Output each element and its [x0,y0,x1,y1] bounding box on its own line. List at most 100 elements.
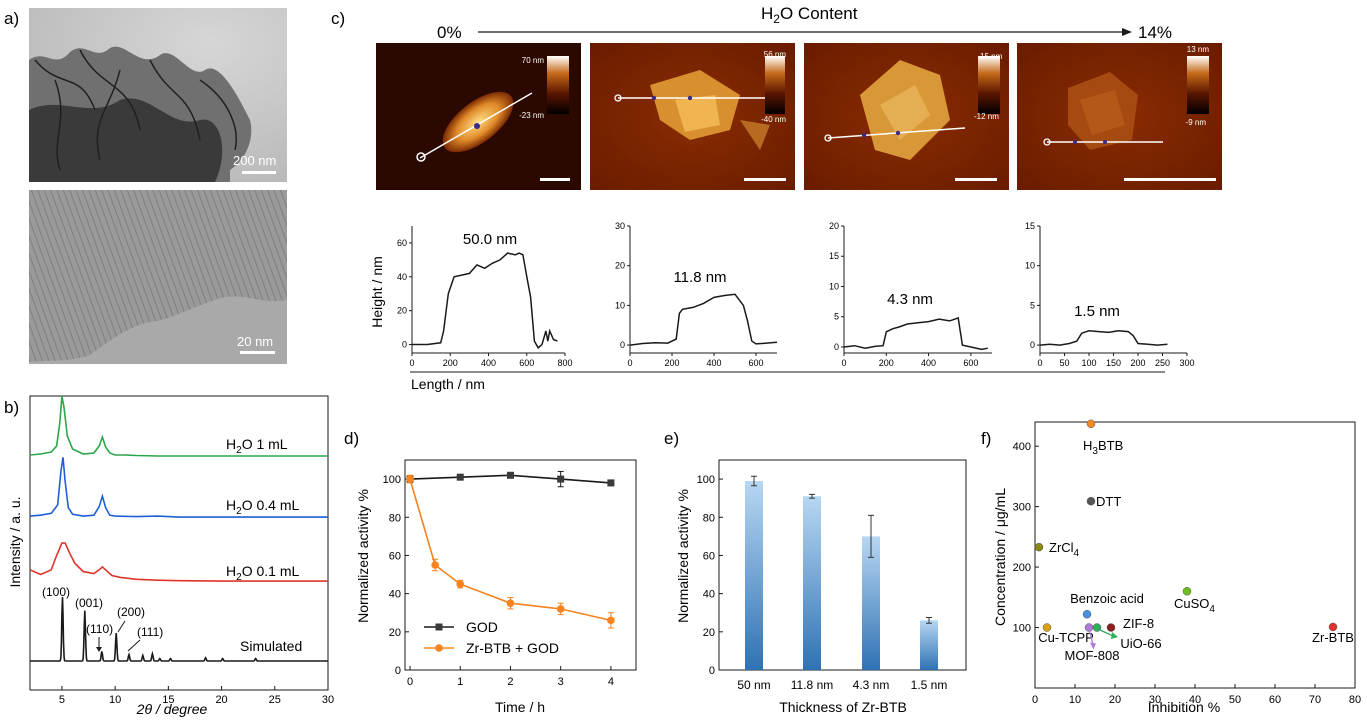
inhibition-point [1034,542,1044,552]
activity-point [456,473,464,481]
thickness-y-tick-label: 20 [703,627,715,639]
thickness-ylabel: Normalized activity % [675,489,691,623]
profile-x-tick-label: 200 [664,358,679,368]
mof808-arrowhead [1090,642,1096,650]
xrd-x-tick-label: 15 [162,694,174,706]
xrd-chart: 5 10 15 20 25 30 H2O 1 mL H2O 0.4 mL H2O 0.1 mL S… [29,395,334,706]
inhibition-x-tick-label: 40 [1189,694,1201,706]
activity-x-tick-label: 3 [558,676,564,688]
thickness-y-tick-label: 60 [703,550,715,562]
inhibition-x-tick-label: 60 [1269,694,1281,706]
inhibition-x-tick-label: 80 [1349,694,1361,706]
profile-y-tick-label: 60 [397,238,407,248]
profile-line [412,252,558,350]
profile-y-tick-label: 20 [615,261,625,271]
inhibition-point [1086,496,1096,506]
profile-y-tick-label: 10 [829,281,839,291]
profile-y-tick-label: 15 [1025,221,1035,231]
activity-point [506,471,514,479]
profile-x-tick-label: 0 [841,358,846,368]
xrd-peak-label: (111) [137,625,163,639]
inhibition-y-tick-label: 400 [1013,441,1031,453]
content-title: H2O Content [761,4,858,26]
inhibition-point [1042,623,1052,632]
tem-image-bottom: 20 nm [29,190,287,364]
activity-y-tick-label: 40 [389,589,401,601]
profile-y-tick-label: 0 [402,340,407,350]
profile-line [629,293,778,346]
xrd-series-label: Simulated [240,638,302,654]
afm-image-1: 70 nm -23 nm [376,43,581,190]
profile-x-tick-label: 250 [1155,358,1170,368]
thickness-bar [745,481,763,670]
activity-x-tick-label: 2 [507,676,513,688]
activity-point [607,616,615,625]
inhibition-point-label: DTT [1096,494,1121,509]
xrd-trace-1 [29,457,328,518]
inhibition-point-label: Zr-BTB [1312,630,1354,645]
afm-image-3: 15 nm -12 nm [804,43,1009,190]
thickness-category-label: 1.5 nm [911,678,948,692]
profile-x-tick-label: 100 [1081,358,1096,368]
inhibition-point-label: CuSO4 [1174,596,1215,615]
xrd-trace-3 [30,596,328,662]
scale-bar-bottom [240,351,275,354]
profile-y-tick-label: 40 [397,272,407,282]
afm-3-min: -12 nm [974,112,999,121]
inhibition-y-tick-label: 100 [1013,623,1031,635]
inhibition-y-tick-label: 300 [1013,502,1031,514]
inhibition-x-tick-label: 50 [1229,694,1241,706]
profile-y-tick-label: 10 [615,300,625,310]
legend-label: Zr-BTB + GOD [466,640,559,656]
xrd-trace-2 [29,542,328,582]
inhibition-y-tick-label: 200 [1013,562,1031,574]
activity-point [557,475,565,483]
inhibition-point-label: Cu-TCPP [1038,630,1094,645]
profile-x-tick-label: 200 [1130,358,1145,368]
inhibition-x-tick-label: 10 [1069,694,1081,706]
profile-y-tick-label: 0 [620,340,625,350]
inhibition-x-tick-label: 20 [1109,694,1121,706]
scale-label-top: 200 nm [233,153,276,168]
xrd-x-tick-label: 25 [269,694,281,706]
inhibition-chart: 0 10 20 30 40 50 60 70 80 100 200 300 400 H3BTB DTT ZrC… [1013,419,1361,706]
activity-x-tick-label: 0 [407,676,413,688]
profile-xlabel: Length / nm [411,376,485,392]
xrd-series-label: H2O 0.4 mL [226,497,299,517]
xrd-trace-0 [29,395,328,457]
uio66-arrow [1097,628,1114,637]
thickness-y-tick-label: 100 [697,474,715,486]
xrd-ylabel: Intensity / a. u. [7,496,23,587]
profile-x-tick-label: 0 [409,358,414,368]
inhibition-point-label: H3BTB [1083,438,1123,457]
afm-3-max: 15 nm [980,52,1003,61]
profile-y-tick-label: 5 [834,312,839,322]
xrd-peak-arrowhead [96,647,102,652]
profile-thickness-label: 11.8 nm [673,269,726,286]
inhibition-point-label: ZIF-8 [1123,616,1154,631]
content-end-label: 14% [1138,23,1172,42]
inhibition-xlabel: Inhibition % [1148,699,1220,715]
thickness-y-tick-label: 40 [703,589,715,601]
profile-thickness-label: 1.5 nm [1074,303,1120,320]
profile-x-tick-label: 50 [1059,358,1069,368]
activity-point [607,479,615,487]
activity-point [431,561,439,569]
profile-x-tick-label: 600 [748,358,763,368]
profile-line [843,316,988,351]
thickness-frame [718,459,967,671]
activity-x-tick-label: 4 [608,676,614,688]
panel-a-letter: a) [4,9,19,28]
profile-y-tick-label: 10 [1025,261,1035,271]
profile-line [1039,330,1168,346]
inhibition-point [1086,419,1096,429]
profile-x-tick-label: 400 [481,358,496,368]
activity-frame [404,459,637,671]
thickness-category-label: 50 nm [737,678,770,692]
profile-x-tick-label: 0 [627,358,632,368]
profile-y-tick-label: 15 [829,251,839,261]
xrd-peak-label: (200) [117,605,145,619]
profile-y-tick-label: 30 [615,221,625,231]
inhibition-point [1082,609,1092,619]
inhibition-point [1328,622,1338,632]
